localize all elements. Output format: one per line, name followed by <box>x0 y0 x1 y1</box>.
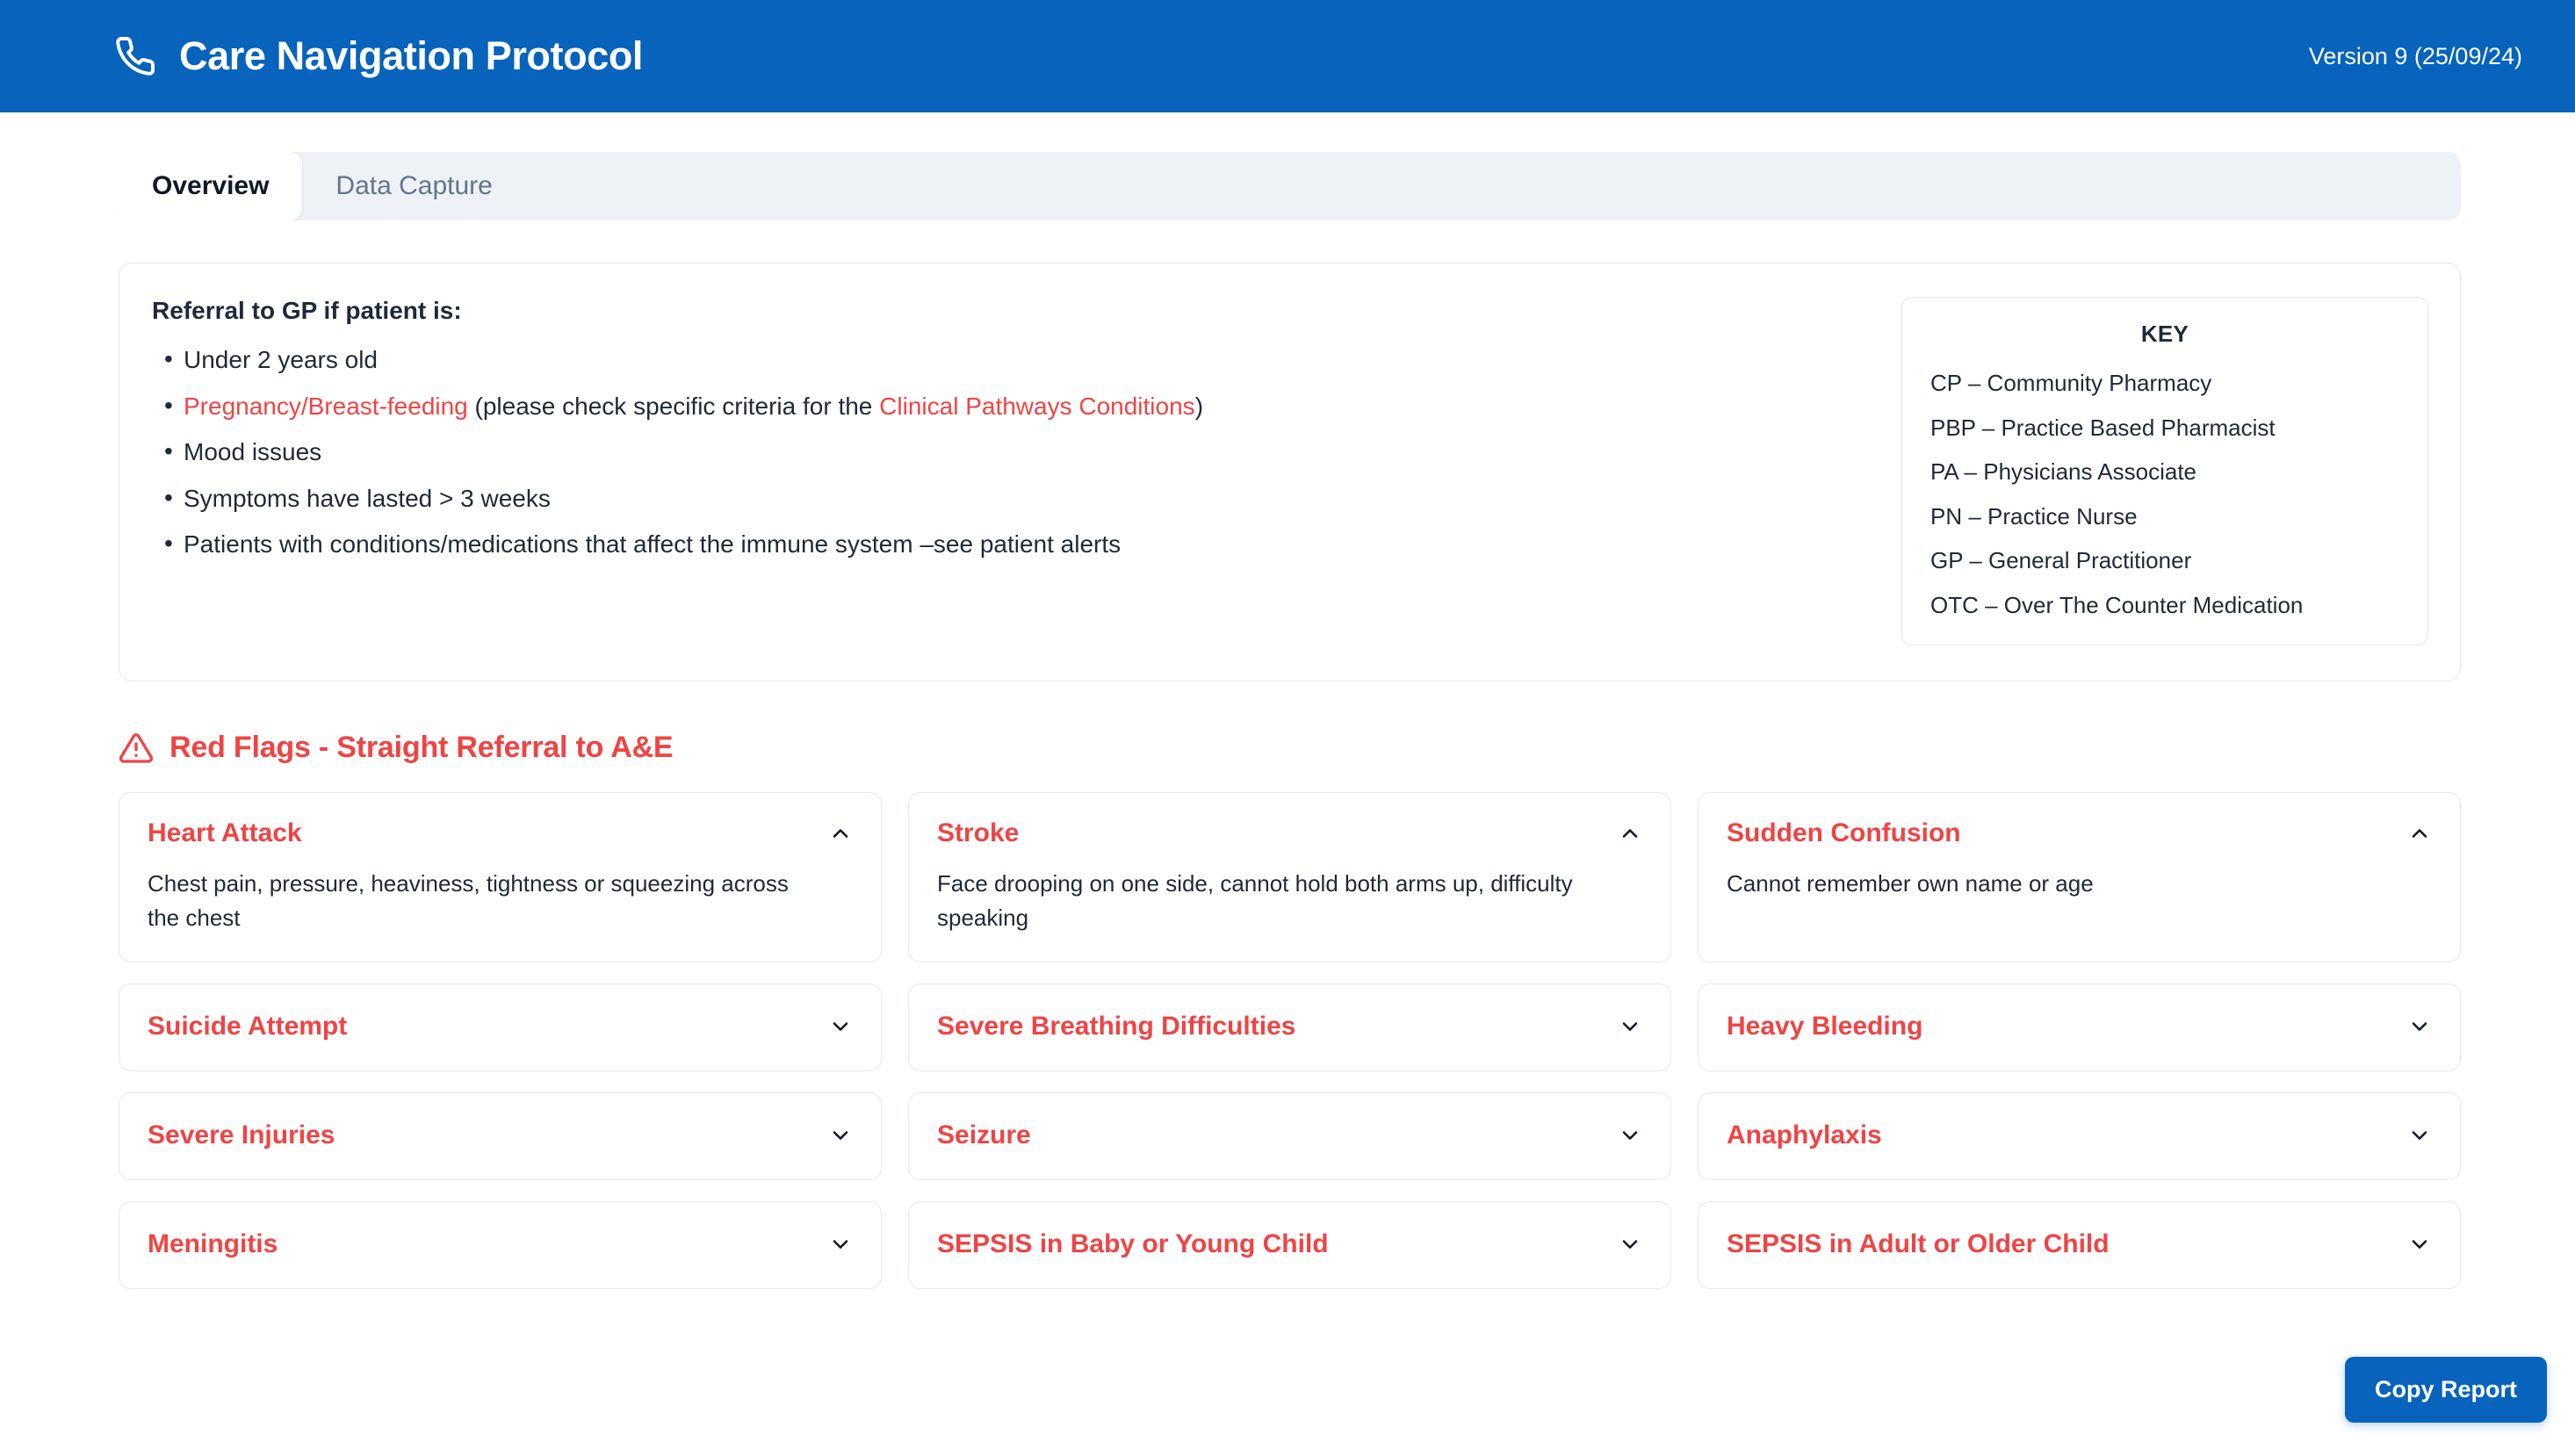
chevron-down-icon[interactable] <box>2407 1232 2432 1257</box>
red-flag-card-severe-injuries[interactable]: Severe Injuries <box>119 1092 882 1180</box>
copy-report-button[interactable]: Copy Report <box>2345 1357 2547 1423</box>
brand: Care Navigation Protocol <box>114 33 643 79</box>
referral-item-text: Symptoms have lasted > 3 weeks <box>184 484 551 512</box>
tabbar: Overview Data Capture <box>119 152 2461 220</box>
key-line: GP – General Practitioner <box>1930 547 2192 574</box>
red-flag-header[interactable]: Heavy Bleeding <box>1727 1011 2432 1042</box>
key-line: PN – Practice Nurse <box>1930 502 2138 530</box>
referral-card: Referral to GP if patient is: Under 2 ye… <box>119 263 2461 681</box>
key-line: CP – Community Pharmacy <box>1930 370 2212 396</box>
red-flag-name: SEPSIS in Baby or Young Child <box>937 1229 1329 1258</box>
red-flag-card-seizure[interactable]: Seizure <box>908 1092 1671 1180</box>
red-flag-name: Suicide Attempt <box>148 1011 348 1041</box>
red-flag-header[interactable]: Severe Injuries <box>148 1120 853 1151</box>
red-flag-card-sepsis-baby[interactable]: SEPSIS in Baby or Young Child <box>908 1200 1671 1289</box>
red-flag-name: Heavy Bleeding <box>1727 1011 1923 1041</box>
referral-item-text: Mood issues <box>184 438 322 466</box>
version-label: Version 9 (25/09/24) <box>2308 42 2522 69</box>
red-flag-name: Severe Breathing Difficulties <box>937 1011 1296 1041</box>
chevron-down-icon[interactable] <box>1618 1123 1642 1148</box>
red-flag-header[interactable]: Sudden Confusion <box>1727 818 2432 849</box>
chevron-down-icon[interactable] <box>2407 1123 2432 1148</box>
red-flags-heading: Red Flags - Straight Referral to A&E <box>119 731 2461 766</box>
red-flag-name: Sudden Confusion <box>1727 818 1961 847</box>
red-flag-header[interactable]: Suicide Attempt <box>148 1011 853 1042</box>
key-box: KEY CP – Community Pharmacy PBP – Practi… <box>1901 297 2428 645</box>
chevron-down-icon[interactable] <box>1618 1232 1642 1257</box>
chevron-down-icon[interactable] <box>2407 1014 2432 1039</box>
red-flag-header[interactable]: Meningitis <box>148 1229 853 1260</box>
list-item: Mood issues <box>152 434 1875 471</box>
phone-icon <box>114 35 156 77</box>
key-line: PBP – Practice Based Pharmacist <box>1930 414 2276 441</box>
red-flag-card-stroke[interactable]: Stroke Face drooping on one side, cannot… <box>908 791 1671 962</box>
app-title: Care Navigation Protocol <box>179 33 644 78</box>
red-flag-card-heart-attack[interactable]: Heart Attack Chest pain, pressure, heavi… <box>119 791 882 962</box>
red-flag-header[interactable]: Seizure <box>937 1120 1642 1151</box>
red-flag-header[interactable]: Anaphylaxis <box>1727 1120 2432 1151</box>
red-flag-header[interactable]: Severe Breathing Difficulties <box>937 1011 1642 1042</box>
chevron-up-icon[interactable] <box>828 821 853 846</box>
app-header: Care Navigation Protocol Version 9 (25/0… <box>0 0 2575 112</box>
chevron-up-icon[interactable] <box>1618 821 1642 846</box>
referral-item-text: ) <box>1194 392 1204 420</box>
referral-link-pregnancy[interactable]: Pregnancy/Breast-feeding <box>184 392 468 420</box>
red-flag-name: Heart Attack <box>148 818 302 847</box>
red-flag-header[interactable]: Heart Attack <box>148 818 853 849</box>
red-flag-header[interactable]: SEPSIS in Adult or Older Child <box>1727 1229 2432 1260</box>
red-flag-card-heavy-bleeding[interactable]: Heavy Bleeding <box>1698 983 2461 1071</box>
list-item: Pregnancy/Breast-feeding (please check s… <box>152 388 1875 425</box>
key-line: OTC – Over The Counter Medication <box>1930 591 2304 618</box>
referral-list: Under 2 years old Pregnancy/Breast-feedi… <box>152 342 1875 563</box>
red-flag-name: SEPSIS in Adult or Older Child <box>1727 1229 2110 1258</box>
list-item: Under 2 years old <box>152 342 1875 378</box>
red-flag-card-sudden-confusion[interactable]: Sudden Confusion Cannot remember own nam… <box>1698 791 2461 962</box>
red-flag-card-anaphylaxis[interactable]: Anaphylaxis <box>1698 1092 2461 1180</box>
key-line: PA – Physicians Associate <box>1930 458 2197 486</box>
red-flag-header[interactable]: Stroke <box>937 818 1642 849</box>
red-flag-name: Seizure <box>937 1120 1031 1150</box>
red-flags-title: Red Flags - Straight Referral to A&E <box>170 731 674 765</box>
chevron-down-icon[interactable] <box>828 1123 853 1148</box>
red-flag-header[interactable]: SEPSIS in Baby or Young Child <box>937 1229 1642 1260</box>
referral-link-clinical-pathways[interactable]: Clinical Pathways Conditions <box>879 392 1195 420</box>
referral-title: Referral to GP if patient is: <box>152 297 462 324</box>
tab-data-capture[interactable]: Data Capture <box>302 152 525 220</box>
red-flag-body: Face drooping on one side, cannot hold b… <box>937 869 1573 931</box>
red-flag-name: Meningitis <box>148 1229 278 1258</box>
red-flag-card-meningitis[interactable]: Meningitis <box>119 1200 882 1289</box>
chevron-down-icon[interactable] <box>1618 1014 1642 1039</box>
referral-item-text: (please check specific criteria for the <box>467 392 880 420</box>
red-flag-card-suicide-attempt[interactable]: Suicide Attempt <box>119 983 882 1071</box>
tab-overview[interactable]: Overview <box>119 152 303 220</box>
chevron-up-icon[interactable] <box>2407 821 2432 846</box>
list-item: Patients with conditions/medications tha… <box>152 526 1875 563</box>
red-flag-name: Anaphylaxis <box>1727 1120 1882 1150</box>
red-flag-card-severe-breathing-difficulties[interactable]: Severe Breathing Difficulties <box>908 983 1671 1071</box>
red-flags-grid: Heart Attack Chest pain, pressure, heavi… <box>119 791 2461 1289</box>
key-title: KEY <box>2140 321 2189 347</box>
chevron-down-icon[interactable] <box>828 1014 853 1039</box>
warning-triangle-icon <box>119 731 154 766</box>
red-flag-card-sepsis-adult[interactable]: SEPSIS in Adult or Older Child <box>1698 1200 2461 1289</box>
referral-item-text: Patients with conditions/medications tha… <box>184 530 1122 559</box>
list-item: Symptoms have lasted > 3 weeks <box>152 480 1875 517</box>
red-flag-body: Chest pain, pressure, heaviness, tightne… <box>148 869 789 931</box>
page-content: Overview Data Capture Referral to GP if … <box>0 112 2575 1289</box>
referral-main: Referral to GP if patient is: Under 2 ye… <box>151 297 1875 563</box>
referral-item-text: Under 2 years old <box>184 346 379 373</box>
red-flag-name: Severe Injuries <box>148 1120 335 1150</box>
red-flag-name: Stroke <box>937 818 1020 847</box>
red-flag-body: Cannot remember own name or age <box>1727 869 2094 897</box>
chevron-down-icon[interactable] <box>828 1232 853 1257</box>
